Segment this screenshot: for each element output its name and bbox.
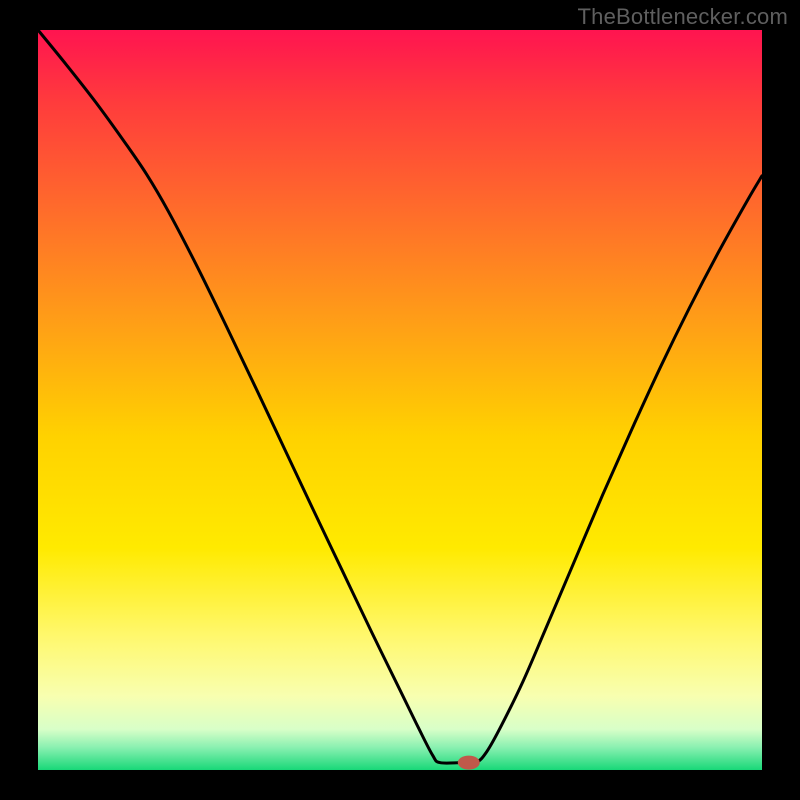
optimal-marker xyxy=(458,756,480,770)
chart-background xyxy=(38,30,762,770)
watermark-text: TheBottlenecker.com xyxy=(578,4,788,30)
chart-frame: TheBottlenecker.com xyxy=(0,0,800,800)
chart-svg xyxy=(0,0,800,800)
